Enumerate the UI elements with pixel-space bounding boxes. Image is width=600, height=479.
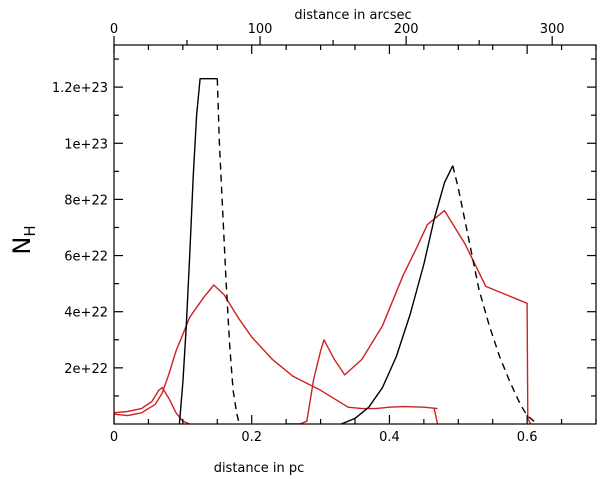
x-tick-label: 0 — [110, 430, 118, 445]
svg-text:NH: NH — [8, 225, 39, 254]
y-tick-label: 6e+22 — [64, 250, 108, 265]
x2-tick-label: 0 — [110, 22, 118, 37]
plot-area — [114, 77, 538, 424]
y-axis-label: NH — [8, 225, 39, 254]
y-axis-label-main: N — [8, 237, 36, 255]
series-line-5 — [178, 77, 218, 424]
y-tick-label: 1.2e+23 — [52, 81, 108, 96]
x-axis-label: distance in pc — [214, 461, 305, 476]
series-line-4 — [286, 209, 532, 424]
y-tick-label: 8e+22 — [64, 193, 108, 208]
y-tick-label: 4e+22 — [64, 306, 108, 321]
series-line-3 — [433, 408, 439, 424]
y-tick-label: 2e+22 — [64, 362, 108, 377]
x-tick-label: 0.2 — [241, 430, 262, 445]
x2-axis-label: distance in arcsec — [294, 8, 411, 23]
x2-tick-label: 100 — [248, 22, 273, 37]
series-line-8 — [452, 165, 538, 424]
series-line-7 — [340, 165, 454, 424]
y-tick-label: 1e+23 — [64, 137, 108, 152]
x-tick-label: 0.6 — [517, 430, 538, 445]
x-tick-label: 0.4 — [379, 430, 400, 445]
axes: 0 0.2 0.4 0.6 0 100 200 300 2e+22 4e+22 6e+22 8e+22… — [52, 22, 597, 445]
y-axis-label-subscript: H — [21, 225, 39, 236]
x2-tick-label: 200 — [394, 22, 419, 37]
series-line-6 — [216, 78, 240, 424]
x2-tick-label: 300 — [540, 22, 565, 37]
